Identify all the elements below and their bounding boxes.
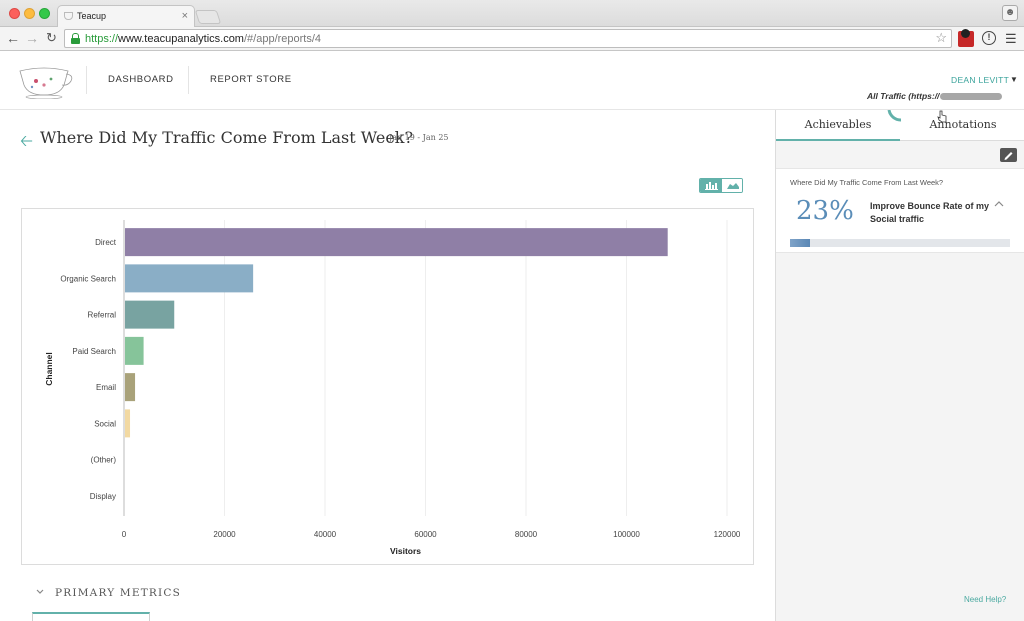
pencil-icon [1004,152,1013,160]
y-tick-label: Display [90,492,116,501]
teacup-logo-icon[interactable] [14,63,74,99]
chevron-down-icon[interactable] [36,588,44,596]
nav-dashboard[interactable]: DASHBOARD [108,74,174,85]
active-tab-indicator [776,139,900,141]
reload-icon[interactable]: ↻ [46,30,57,45]
metric-card[interactable] [32,612,150,621]
browser-toolbar: ← → ↻ https://www.teacupanalytics.com/#/… [0,27,1024,51]
y-axis-title: Channel [44,352,54,386]
tab-achievables[interactable]: Achievables [804,118,872,131]
tab-close-icon[interactable]: × [181,10,188,22]
traffic-chart: 0 20000 40000 60000 80000 100000 120000 Direct O… [21,208,754,565]
bar [125,300,175,329]
x-tick-label: 100000 [613,530,640,539]
x-tick-label: 20000 [213,530,236,539]
app-header: DASHBOARD REPORT STORE DEAN LEVITT ▼ All… [0,51,1024,110]
minimize-window-button[interactable] [24,8,35,19]
x-tick-label: 0 [122,530,127,539]
achievable-progress-bar [790,239,1010,247]
x-tick-label: 60000 [414,530,437,539]
bar [125,336,144,365]
achievable-report-name: Where Did My Traffic Come From Last Week… [790,178,944,187]
extension-icon[interactable] [958,29,974,47]
redacted-url [940,93,1002,100]
bar [125,373,136,402]
bar-chart-view-button[interactable] [700,179,722,192]
y-tick-label: Organic Search [60,274,116,283]
info-icon[interactable]: ! [982,31,996,45]
menu-icon[interactable]: ☰ [1005,31,1017,46]
teacup-favicon-icon [64,12,73,20]
url-path: /#/app/reports/4 [243,33,322,45]
back-arrow-icon[interactable]: 🡠 [20,133,33,150]
address-bar[interactable]: https://www.teacupanalytics.com/#/app/re… [64,29,952,48]
x-axis-title: Visitors [390,546,421,556]
y-tick-label: Direct [95,238,117,247]
date-range: Jan 19 - Jan 25 [389,133,449,142]
achievable-card[interactable]: Where Did My Traffic Come From Last Week… [776,168,1024,253]
bookmark-star-icon[interactable]: ☆ [935,30,947,45]
caret-down-icon[interactable]: ▼ [1010,75,1018,84]
achievable-progress-fill [790,239,810,247]
x-tick-label: 80000 [515,530,538,539]
x-tick-label: 120000 [714,530,741,539]
chart-view-toggle [699,178,743,193]
browser-tab[interactable]: Teacup × [57,5,195,27]
y-tick-label: Social [94,419,116,428]
bar-chart-icon [705,182,718,190]
profile-icon[interactable]: ☻ [1002,5,1018,21]
url-scheme: https:// [85,33,119,45]
y-tick-label: Email [96,383,116,392]
x-tick-label: 40000 [314,530,337,539]
page-title: Where Did My Traffic Come From Last Week… [40,128,414,147]
lock-icon [71,33,80,44]
header-separator [188,66,189,94]
tab-title: Teacup [77,11,107,21]
y-tick-label: Referral [88,311,117,320]
right-panel: Achievables Annotations Where Did My Tra… [775,110,1024,621]
bar-chart: 0 20000 40000 60000 80000 100000 120000 Direct O… [44,220,741,556]
area-chart-view-button[interactable] [722,179,742,192]
browser-tab-bar: Teacup × ☻ [0,0,1024,27]
header-separator [86,66,87,94]
new-tab-button[interactable] [194,10,222,24]
bar [125,228,668,257]
back-arrow-icon[interactable]: ← [6,30,20,46]
zoom-window-button[interactable] [39,8,50,19]
bar [125,264,254,293]
achievable-goal: Improve Bounce Rate of my Social traffic [870,201,990,224]
close-window-button[interactable] [9,8,20,19]
nav-report-store[interactable]: REPORT STORE [210,74,292,85]
primary-metrics-heading[interactable]: PRIMARY METRICS [55,587,182,599]
traffic-filter[interactable]: All Traffic (https:// [867,91,940,101]
chevron-up-icon[interactable] [994,200,1004,208]
user-menu[interactable]: DEAN LEVITT [951,75,1010,85]
edit-button[interactable] [1000,148,1017,162]
bar [125,409,131,438]
loading-spinner-icon [887,110,902,122]
tab-annotations[interactable]: Annotations [929,118,997,131]
area-chart-icon [727,183,739,189]
achievable-percent: 23% [796,196,854,226]
y-tick-label: Paid Search [72,347,116,356]
forward-arrow-icon[interactable]: → [25,30,39,46]
url-host: www.teacupanalytics.com [118,33,244,45]
hand-cursor-icon [937,110,947,123]
y-tick-label: (Other) [91,456,117,465]
need-help-link[interactable]: Need Help? [964,595,1007,604]
